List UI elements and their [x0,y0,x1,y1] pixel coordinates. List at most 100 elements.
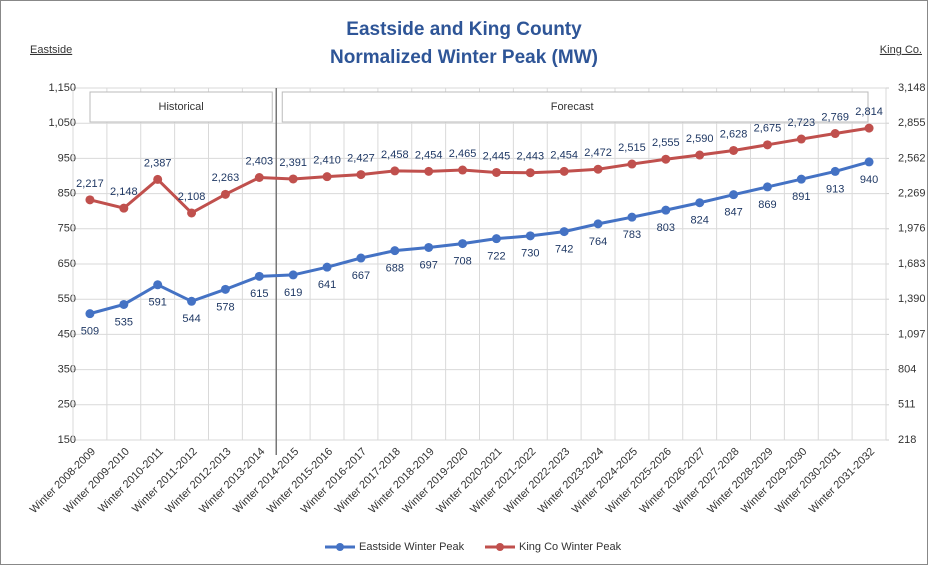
y2-tick-label: 3,148 [898,82,926,94]
y2-tick-label: 1,097 [898,328,926,340]
y-tick-label: 1,050 [48,117,76,129]
marker [85,309,95,319]
y-tick-label: 150 [58,434,76,446]
data-label: 891 [792,191,810,203]
data-label: 708 [453,255,471,267]
data-label: 913 [826,183,844,195]
y2-tick-label: 804 [898,364,916,376]
data-label: 764 [589,236,607,248]
data-label: 667 [352,270,370,282]
y2-tick-label: 218 [898,434,916,446]
data-label: 2,628 [720,128,748,140]
y-tick-label: 950 [58,152,76,164]
data-label: 2,723 [788,117,816,129]
data-label: 2,148 [110,186,138,198]
marker [695,150,705,160]
marker [796,174,806,184]
marker [153,174,163,184]
chart-subtitle: Normalized Winter Peak (MW) [330,47,598,68]
marker [559,227,569,237]
marker [864,123,874,133]
marker [153,280,163,290]
data-label: 2,410 [313,155,341,167]
data-label: 2,391 [279,157,307,169]
y-tick-label: 450 [58,328,76,340]
series-line [89,160,870,316]
marker [254,271,264,281]
data-label: 535 [115,316,133,328]
data-label: 2,458 [381,149,409,161]
marker [458,165,468,175]
marker [661,154,671,164]
y-tick-label: 1,150 [48,82,76,94]
data-label: 2,454 [415,149,443,161]
data-label: 783 [623,229,641,241]
marker [593,164,603,174]
data-label: 869 [758,199,776,211]
data-label: 2,108 [178,191,206,203]
data-label: 2,387 [144,157,172,169]
data-label: 940 [860,174,878,186]
y2-tick-label: 2,269 [898,188,926,200]
annotation: Historical [159,101,204,113]
marker [661,205,671,215]
y-axis-label: Eastside [30,44,72,56]
marker [762,182,772,192]
marker [559,166,569,176]
data-label: 2,445 [483,150,511,162]
legend-label: King Co Winter Peak [519,541,622,553]
marker [525,231,535,241]
data-label: 2,403 [246,155,274,167]
marker [525,168,535,178]
marker [187,208,197,218]
data-label: 509 [81,326,99,338]
marker [627,212,637,222]
data-label: 641 [318,279,336,291]
marker [356,170,366,180]
y2-tick-label: 1,976 [898,223,926,235]
data-label: 591 [149,297,167,309]
marker [729,145,739,155]
marker [322,172,332,182]
marker [458,239,468,249]
marker [220,284,230,294]
data-label: 2,590 [686,133,714,145]
y-tick-label: 850 [58,188,76,200]
data-label: 544 [182,313,200,325]
marker [424,166,434,176]
data-label: 688 [386,263,404,275]
y2-tick-label: 1,390 [898,293,926,305]
annotation-box [281,91,869,123]
data-label: 2,675 [754,123,782,135]
marker [830,129,840,139]
marker [220,189,230,199]
marker [187,296,197,306]
y-tick-label: 350 [58,364,76,376]
data-label: 2,555 [652,137,680,149]
data-label: 803 [657,222,675,234]
data-label: 722 [487,251,505,263]
y-tick-label: 550 [58,293,76,305]
data-label: 2,454 [550,149,578,161]
marker [491,167,501,177]
marker [356,253,366,263]
legend-marker [336,543,344,551]
data-label: 2,769 [821,111,849,123]
legend-marker [496,543,504,551]
data-label: 2,427 [347,153,375,165]
marker [424,242,434,252]
marker [390,246,400,256]
marker [593,219,603,229]
legend-label: Eastside Winter Peak [359,541,465,553]
series-line [89,126,870,215]
data-label: 615 [250,288,268,300]
annotation: Forecast [551,101,594,113]
marker [729,190,739,200]
marker [627,159,637,169]
marker [288,174,298,184]
marker [491,234,501,244]
marker [695,198,705,208]
data-label: 2,814 [855,106,883,118]
y2-tick-label: 2,562 [898,152,926,164]
marker [830,166,840,176]
